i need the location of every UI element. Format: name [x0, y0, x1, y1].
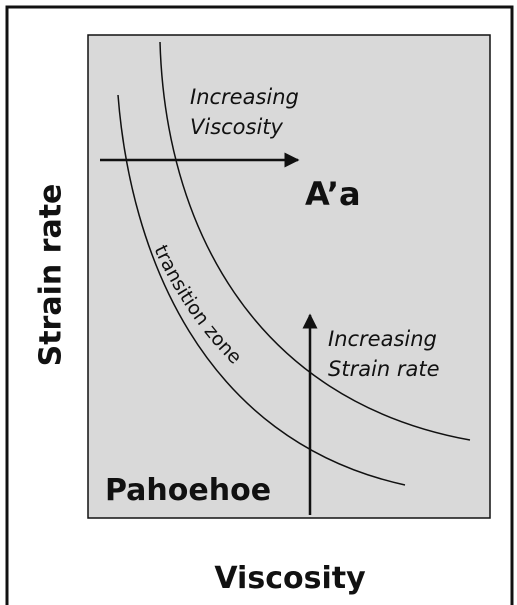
y-axis-label: Strain rate: [34, 184, 69, 367]
plot-area: [87, 34, 491, 519]
boundary-curve: [159, 41, 471, 441]
x-axis-label: Viscosity: [214, 561, 366, 596]
frame: [5, 5, 514, 605]
arrow-label: Viscosity: [190, 115, 284, 139]
region-label: A’a: [305, 175, 361, 213]
arrow-label: Increasing: [190, 85, 299, 109]
region-label: Pahoehoe: [105, 473, 271, 508]
arrow-label: Strain rate: [328, 357, 440, 381]
arrow-label: Increasing: [328, 327, 437, 351]
